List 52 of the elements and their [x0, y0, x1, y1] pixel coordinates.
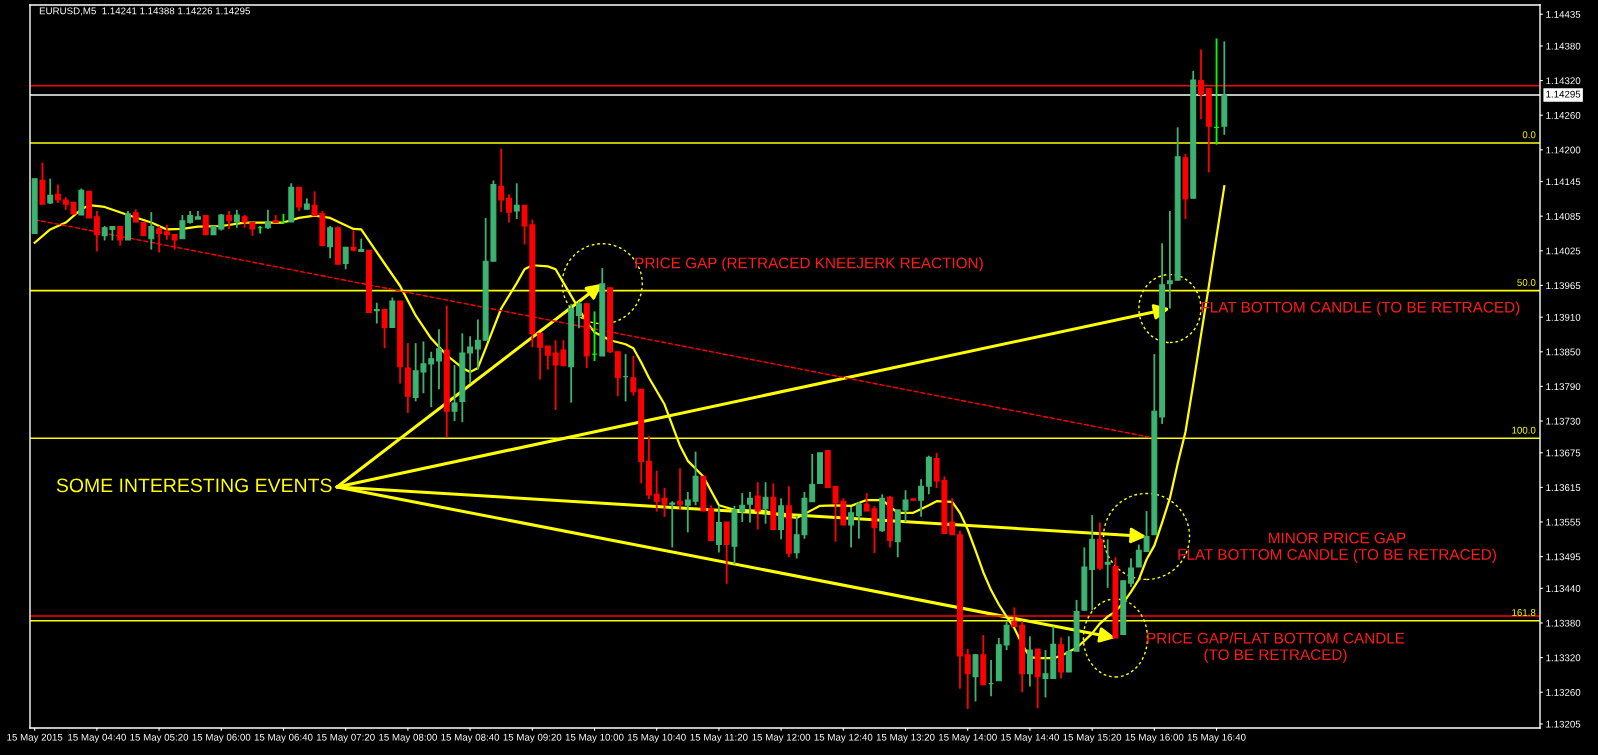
annotation: MINOR PRICE GAP FLAT BOTTOM CANDLE (TO BE RETRACED) [1178, 532, 1496, 563]
x-tick-label: 15 May 11:20 [690, 733, 748, 743]
y-tick-label: 1.13205 [1546, 720, 1581, 728]
x-tick-label: 15 May 10:40 [627, 733, 686, 743]
x-tick-label: 15 May 12:40 [814, 733, 873, 743]
x-tick-label: 15 May 06:40 [254, 733, 313, 743]
y-tick-label: 1.13260 [1546, 688, 1581, 696]
y-tick-label: 1.14025 [1546, 247, 1581, 255]
x-tick-label: 15 May 08:00 [379, 733, 437, 743]
y-tick-label: 1.14380 [1546, 42, 1581, 50]
y-tick-label: 1.14435 [1546, 10, 1581, 18]
annotation: PRICE GAP (RETRACED KNEEJERK REACTION) [635, 257, 983, 272]
annotation: 161.8 [1512, 609, 1536, 616]
annotation: 0.0 [1522, 131, 1536, 139]
y-tick-label: 1.13615 [1546, 484, 1581, 491]
y-tick-label: 1.14320 [1546, 77, 1581, 85]
y-tick-label: 1.14145 [1546, 178, 1581, 186]
y-tick-label: 1.13965 [1546, 282, 1581, 290]
y-tick-label: 1.14260 [1546, 111, 1581, 119]
x-tick-label: 15 May 04:40 [68, 733, 126, 743]
y-tick-label: 1.13790 [1546, 383, 1581, 391]
y-tick-label: 1.13730 [1546, 417, 1581, 425]
x-tick-label: 15 May 16:00 [1125, 733, 1184, 743]
x-tick-label: 15 May 15:20 [1063, 733, 1122, 743]
y-tick-label: 1.13850 [1546, 348, 1581, 356]
x-tick-label: 15 May 08:40 [441, 733, 500, 743]
x-tick-label: 15 May 07:20 [316, 733, 375, 743]
y-tick-label: 1.13555 [1546, 518, 1581, 526]
x-tick-label: 15 May 13:20 [876, 733, 935, 743]
x-tick-label: 15 May 09:20 [503, 733, 562, 743]
y-tick-label: 1.13675 [1546, 449, 1581, 457]
x-tick-label: 15 May 12:00 [752, 733, 811, 743]
y-tick-label: 1.13380 [1546, 619, 1581, 627]
ref-line-label: 1.14295 [1546, 90, 1581, 98]
x-tick-label: 15 May 06:00 [192, 733, 251, 743]
y-tick-label: 1.13495 [1546, 553, 1581, 561]
annotation: 100.0 [1512, 426, 1536, 434]
y-tick-label: 1.13440 [1546, 585, 1581, 592]
x-tick-label: 15 May 14:00 [939, 733, 997, 743]
y-tick-label: 1.13320 [1546, 654, 1581, 662]
x-tick-label: 15 May 05:20 [130, 733, 189, 743]
annotation: PRICE GAP/FLAT BOTTOM CANDLE (TO BE RETRACED) [1147, 632, 1405, 664]
annotation: SOME INTERESTING EVENTS [56, 478, 332, 493]
y-tick-label: 1.14085 [1546, 212, 1581, 220]
x-tick-label: 15 May 14:40 [1001, 733, 1060, 743]
y-tick-label: 1.13910 [1546, 313, 1581, 321]
y-tick-label: 1.14200 [1546, 146, 1581, 154]
x-tick-label: 15 May 10:00 [565, 733, 624, 743]
x-tick-label: 15 May 16:40 [1187, 733, 1246, 743]
annotation: 50.0 [1517, 279, 1536, 286]
chart-title: EURUSD,M5 1.14241 1.14388 1.14226 1.14295 [39, 7, 250, 16]
x-tick-label: 15 May 2015 [7, 733, 63, 743]
